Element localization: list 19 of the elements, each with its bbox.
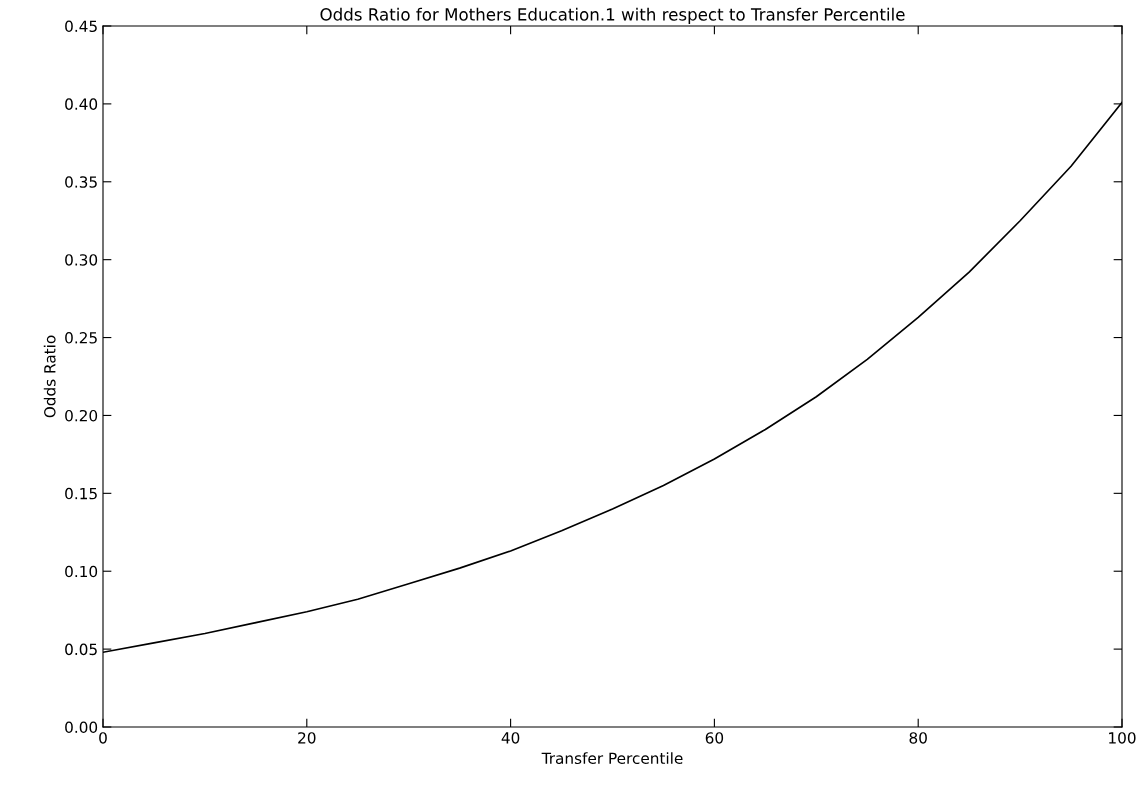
y-tick-label: 0.20 — [65, 409, 98, 422]
x-tick-label: 100 — [1109, 732, 1136, 744]
y-tick-label: 0.00 — [65, 721, 98, 734]
y-tick-label: 0.05 — [65, 643, 97, 656]
y-tick-label: 0.10 — [65, 565, 98, 578]
x-tick-label: 60 — [705, 732, 724, 744]
y-tick-label: 0.30 — [65, 254, 98, 266]
y-tick-label: 0.25 — [65, 332, 97, 344]
x-axis-title: Transfer Percentile — [541, 752, 683, 765]
y-tick-label: 0.15 — [65, 487, 97, 500]
x-tick-label: 20 — [298, 732, 316, 744]
x-tick-label: 0 — [99, 732, 107, 744]
x-tick-label: 40 — [501, 732, 520, 744]
chart-title: Odds Ratio for Mothers Education.1 with respect to Transfer Percentile — [320, 7, 905, 24]
y-tick-label: 0.35 — [65, 176, 97, 188]
x-tick-label: 80 — [909, 732, 927, 744]
y-tick-label: 0.40 — [65, 98, 98, 110]
y-tick-label: 0.45 — [65, 20, 97, 33]
y-axis-title: Odds Ratio — [43, 335, 56, 418]
